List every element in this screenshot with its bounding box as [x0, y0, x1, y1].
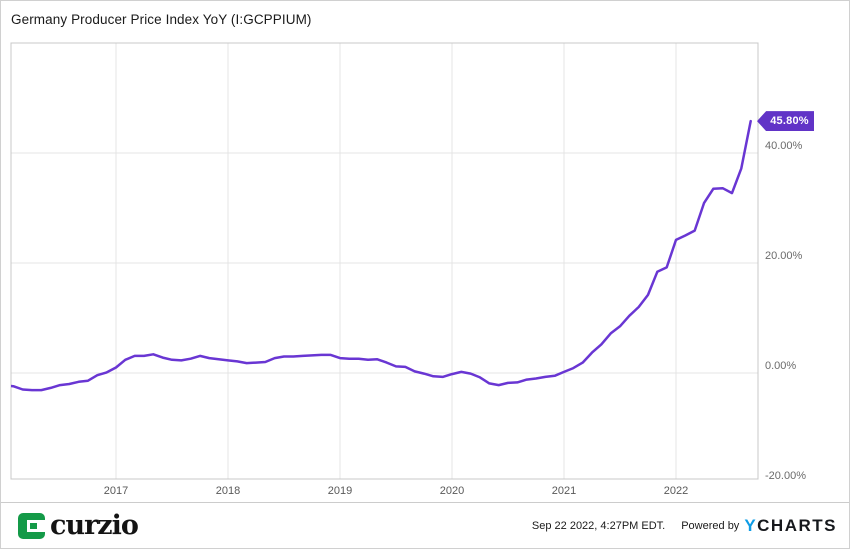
ycharts-y: Y	[744, 515, 758, 535]
y-tick-label: 20.00%	[765, 250, 803, 262]
ycharts-charts: CHARTS	[757, 515, 837, 535]
curzio-logo: curzio	[17, 509, 139, 541]
x-tick-label: 2022	[663, 485, 689, 497]
x-tick-label: 2019	[327, 485, 353, 497]
y-tick-label: 0.00%	[765, 360, 797, 372]
chart-title: Germany Producer Price Index YoY (I:GCPP…	[11, 12, 312, 27]
footer-meta: Sep 22 2022, 4:27PM EDT. Powered by YCHA…	[532, 516, 837, 536]
curzio-icon	[18, 512, 46, 539]
x-tick-label: 2021	[551, 485, 577, 497]
y-tick-label: 40.00%	[765, 140, 803, 152]
last-value-label: 45.80%	[770, 115, 809, 128]
y-tick-label: -20.00%	[765, 470, 806, 482]
last-value-badge: 45.80%	[757, 111, 814, 132]
x-tick-label: 2020	[439, 485, 465, 497]
ycharts-logo: YCHARTS	[744, 516, 837, 536]
timestamp: Sep 22 2022, 4:27PM EDT.	[531, 519, 666, 532]
price-line[interactable]	[4, 119, 752, 392]
x-tick-label: 2018	[215, 485, 241, 497]
plot-border	[10, 42, 759, 480]
plot-area[interactable]	[1, 1, 850, 503]
curzio-wordmark: curzio	[50, 509, 139, 541]
x-tick-label: 2017	[103, 485, 129, 497]
powered-by-label: Powered by	[681, 519, 740, 532]
footer: curzio Sep 22 2022, 4:27PM EDT. Powered …	[1, 502, 849, 548]
